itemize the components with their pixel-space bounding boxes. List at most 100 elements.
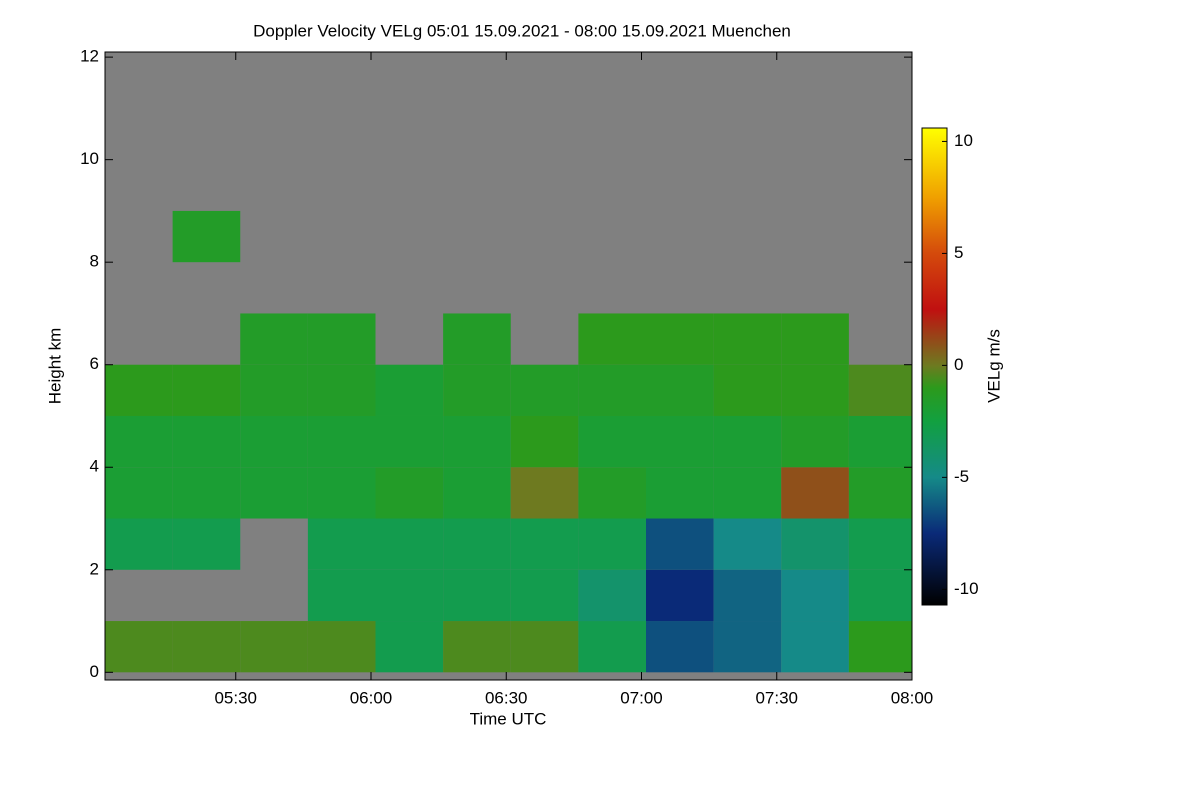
heatmap-cell — [646, 569, 714, 622]
chart-title: Doppler Velocity VELg 05:01 15.09.2021 -… — [253, 21, 791, 40]
heatmap-cell — [646, 467, 714, 519]
heatmap-cell — [781, 364, 849, 416]
heatmap-cell — [713, 364, 782, 416]
heatmap-cell — [307, 518, 376, 570]
heatmap-cell — [646, 313, 714, 365]
y-tick-label: 8 — [90, 252, 99, 271]
heatmap-cell — [578, 313, 647, 365]
heatmap-cell — [105, 415, 173, 468]
heatmap-cell — [781, 415, 849, 468]
heatmap-cell — [375, 467, 444, 519]
heatmap-cell — [848, 364, 912, 416]
heatmap-cell — [646, 364, 714, 416]
heatmap-cell — [578, 518, 647, 570]
heatmap-cell — [240, 313, 308, 365]
heatmap-cell — [510, 364, 579, 416]
heatmap-cell — [781, 467, 849, 519]
heatmap-cell — [848, 415, 912, 468]
heatmap-cell — [713, 415, 782, 468]
plot-frame — [104, 51, 913, 681]
heatmap-cell — [443, 621, 511, 673]
heatmap-cell — [172, 518, 241, 570]
heatmap-cell — [443, 313, 511, 365]
x-tick-label: 08:00 — [891, 688, 934, 707]
heatmap-cell — [307, 364, 376, 416]
heatmap-cell — [781, 569, 849, 622]
heatmap-cell — [105, 467, 173, 519]
heatmap-cell — [510, 569, 579, 622]
heatmap-cell — [443, 415, 511, 468]
heatmap-cell — [848, 467, 912, 519]
heatmap-cell — [105, 621, 173, 673]
heatmap-cell — [307, 569, 376, 622]
colorbar-label: VELg m/s — [984, 329, 1003, 403]
x-tick-label: 06:30 — [485, 688, 528, 707]
x-tick-label: 05:30 — [214, 688, 257, 707]
y-tick-label: 2 — [90, 559, 99, 578]
heatmap-cell — [307, 467, 376, 519]
heatmap-cell — [172, 364, 241, 416]
heatmap-cell — [713, 518, 782, 570]
heatmap-cell — [375, 518, 444, 570]
heatmap-cell — [713, 621, 782, 673]
heatmap-cell — [443, 518, 511, 570]
heatmap-cell — [848, 518, 912, 570]
heatmap-cell — [172, 415, 241, 468]
heatmap-cell — [172, 210, 241, 263]
heatmap-cell — [443, 364, 511, 416]
x-tick-label: 06:00 — [350, 688, 393, 707]
heatmap-cell — [781, 518, 849, 570]
heatmap-cell — [240, 621, 308, 673]
heatmap-cell — [578, 621, 647, 673]
colorbar-tick-label: 10 — [954, 131, 973, 150]
colorbar-tick-label: 5 — [954, 243, 963, 262]
heatmap-cell — [646, 518, 714, 570]
heatmap-cell — [307, 313, 376, 365]
heatmap-cell — [578, 467, 647, 519]
y-tick-label: 12 — [80, 47, 99, 66]
heatmap-cell — [240, 364, 308, 416]
heatmap-cell — [510, 518, 579, 570]
heatmap-cell — [781, 621, 849, 673]
colorbar — [921, 127, 948, 606]
heatmap-cell — [375, 621, 444, 673]
heatmap-cell — [578, 569, 647, 622]
heatmap-cell — [443, 467, 511, 519]
heatmap-cell — [713, 313, 782, 365]
y-tick-label: 10 — [80, 149, 99, 168]
heatmap-cell — [172, 621, 241, 673]
heatmap-cell — [105, 364, 173, 416]
y-axis-label: Height km — [45, 328, 64, 405]
colorbar-tick-label: 0 — [954, 355, 963, 374]
heatmap-cell — [240, 415, 308, 468]
heatmap-cell — [105, 518, 173, 570]
y-tick-label: 0 — [90, 662, 99, 681]
heatmap-cell — [307, 415, 376, 468]
heatmap-cell — [375, 364, 444, 416]
heatmap-cell — [443, 569, 511, 622]
heatmap-cell — [240, 467, 308, 519]
colorbar-tick-label: -5 — [954, 467, 969, 486]
heatmap-cell — [578, 415, 647, 468]
heatmap-cell — [307, 621, 376, 673]
heatmap-cell — [848, 569, 912, 622]
colorbar-tick-label: -10 — [954, 579, 979, 598]
y-tick-label: 4 — [90, 457, 99, 476]
heatmap-cell — [510, 415, 579, 468]
heatmap-cell — [781, 313, 849, 365]
x-tick-label: 07:30 — [755, 688, 798, 707]
heatmap-cell — [646, 415, 714, 468]
heatmap-cell — [510, 621, 579, 673]
x-axis-label: Time UTC — [470, 709, 547, 728]
y-tick-label: 6 — [90, 354, 99, 373]
heatmap-cell — [375, 569, 444, 622]
heatmap-cell — [510, 467, 579, 519]
heatmap-cell — [848, 621, 912, 673]
heatmap-cell — [578, 364, 647, 416]
heatmap-cell — [646, 621, 714, 673]
heatmap-cell — [375, 415, 444, 468]
x-tick-label: 07:00 — [620, 688, 663, 707]
heatmap-cell — [713, 569, 782, 622]
heatmap-cell — [172, 467, 241, 519]
